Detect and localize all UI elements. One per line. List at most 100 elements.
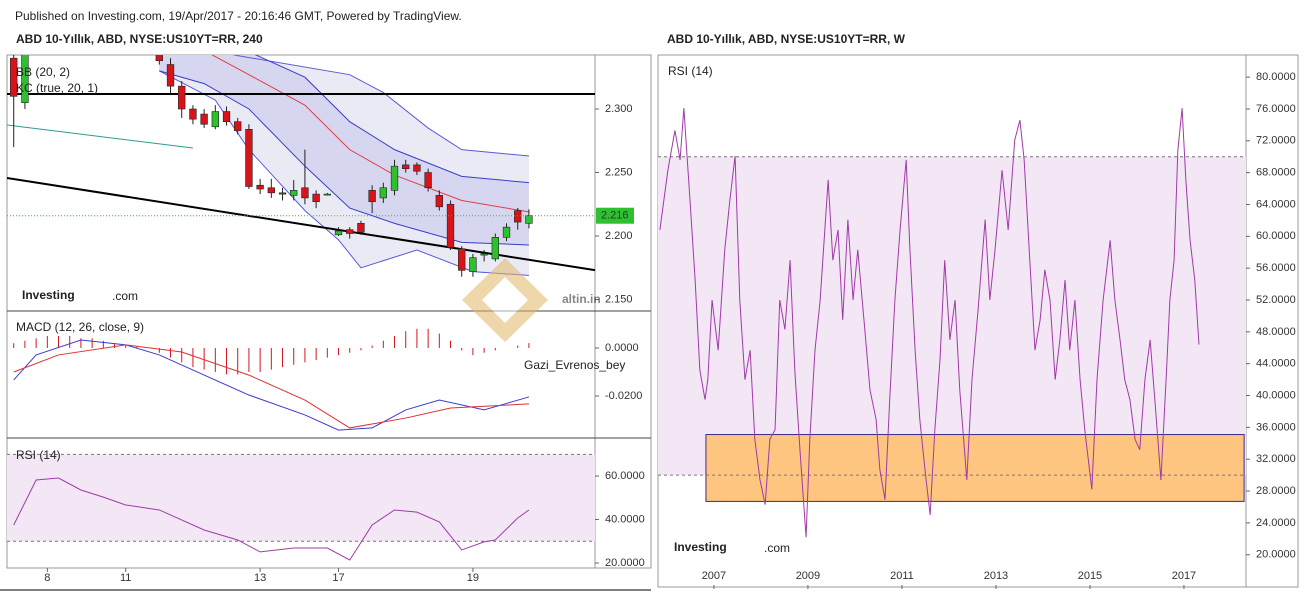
candle-body [211,111,219,128]
x-tick-label: 13 [254,572,266,584]
y-tick-label: 0.0000 [605,342,639,354]
panel-title: RSI (14) [668,64,713,78]
chart-title: ABD 10-Yıllık, ABD, NYSE:US10YT=RR, 240 [16,32,263,46]
candle-body [502,226,511,238]
candle-body [200,113,208,125]
plot-area [13,328,530,431]
indicator-line [211,55,530,213]
candle-body [178,85,186,110]
y-tick-label: 24.0000 [1256,517,1296,529]
candle-body [402,164,410,170]
series-line [659,108,1200,538]
x-tick-label: 2011 [890,570,914,582]
logo-suffix: .com [112,289,138,303]
y-tick-label: 56.0000 [1256,262,1296,274]
candle-body [245,129,253,187]
plot-area [7,55,595,277]
y-tick-label: 68.0000 [1256,167,1296,179]
candle-body [166,64,175,87]
candle-body [390,165,399,191]
y-tick-label: 2.200 [605,230,633,242]
x-tick-label: 17 [332,572,344,584]
level-band [658,156,1246,476]
x-tick-label: 2013 [984,570,1008,582]
candle-body [346,229,354,234]
x-tick-label: 2007 [702,570,726,582]
y-tick-label: 60.0000 [1256,230,1296,242]
candle-body [10,57,18,97]
candle-body [413,164,421,172]
watermark: altin.in [562,292,601,306]
y-tick-label: 2.300 [605,103,633,115]
y-tick-label: 28.0000 [1256,485,1296,497]
candle-body [290,190,298,196]
series-line [13,344,529,429]
candle-body [278,192,287,195]
candle-body [222,111,231,122]
logo-brand: Investing [674,540,727,554]
y-tick-label: 32.0000 [1256,453,1296,465]
y-tick-label: 76.0000 [1256,103,1296,115]
candle-body [514,210,522,223]
plot-area [658,108,1246,538]
y-tick-label: 20.0000 [1256,549,1296,561]
x-tick-label: 11 [120,572,131,584]
candle-body [334,230,343,236]
chart-layer: 2.150 2.200 2.250 2.300 8 11 13 17 19 BB (20, 2) K… [7,32,1296,589]
indicator-line [254,55,529,184]
candle-body [379,187,387,199]
x-tick-label: 8 [44,572,50,584]
candle-body [312,193,320,203]
candle-body [234,121,242,131]
candle-body [435,195,443,208]
candle-body [21,55,29,103]
y-tick-label: 48.0000 [1256,326,1296,338]
y-tick-label: 44.0000 [1256,358,1296,370]
y-tick-label: 60.0000 [605,470,645,482]
candle-body [446,203,455,248]
x-tick-label: 2017 [1172,570,1196,582]
plot-area [7,453,595,561]
y-tick-label: 2.150 [605,293,633,305]
trendline [7,124,193,149]
y-tick-label: 64.0000 [1256,198,1296,210]
candle-body [525,215,533,224]
watermark-signature: Gazi_Evrenos_bey [524,358,625,372]
candle-body [368,190,376,203]
candle-body [424,172,432,189]
candle-body [458,248,466,271]
last-price-box [596,207,634,224]
y-tick-label: 20.0000 [605,557,645,569]
indicator-line [232,55,529,157]
chart-title: MACD (12, 26, close, 9) [16,320,144,334]
candle-body [155,55,163,62]
logo-brand: Investing [22,288,75,302]
candle-body [480,253,488,256]
watermark-icon [462,258,548,342]
series-line [13,339,530,431]
y-tick-label: 80.0000 [1256,71,1296,83]
candle-body [323,193,331,196]
chart-title: ABD 10-Yıllık, ABD, NYSE:US10YT=RR, W [667,32,906,46]
y-tick-label: 52.0000 [1256,294,1296,306]
y-tick-label: 40.0000 [1256,389,1296,401]
logo-suffix: .com [764,541,790,555]
candle-body [491,237,499,260]
series-line [13,477,530,561]
candle-body [301,187,309,199]
candle-body [267,187,275,194]
x-tick-label: 2015 [1078,570,1102,582]
candle-body [256,184,264,190]
y-tick-label: 40.0000 [605,513,645,525]
candle-body [469,257,477,272]
y-tick-label: 36.0000 [1256,421,1296,433]
y-tick-label: 2.250 [605,166,633,178]
published-note: Published on Investing.com, 19/Apr/2017 … [15,9,462,23]
legend-entry: BB (20, 2) [16,65,70,79]
candle-body [189,108,197,120]
y-tick-label: 72.0000 [1256,135,1296,147]
x-tick-label: 2009 [796,570,820,582]
chart-title: RSI (14) [16,448,61,462]
candle-body [357,223,365,233]
